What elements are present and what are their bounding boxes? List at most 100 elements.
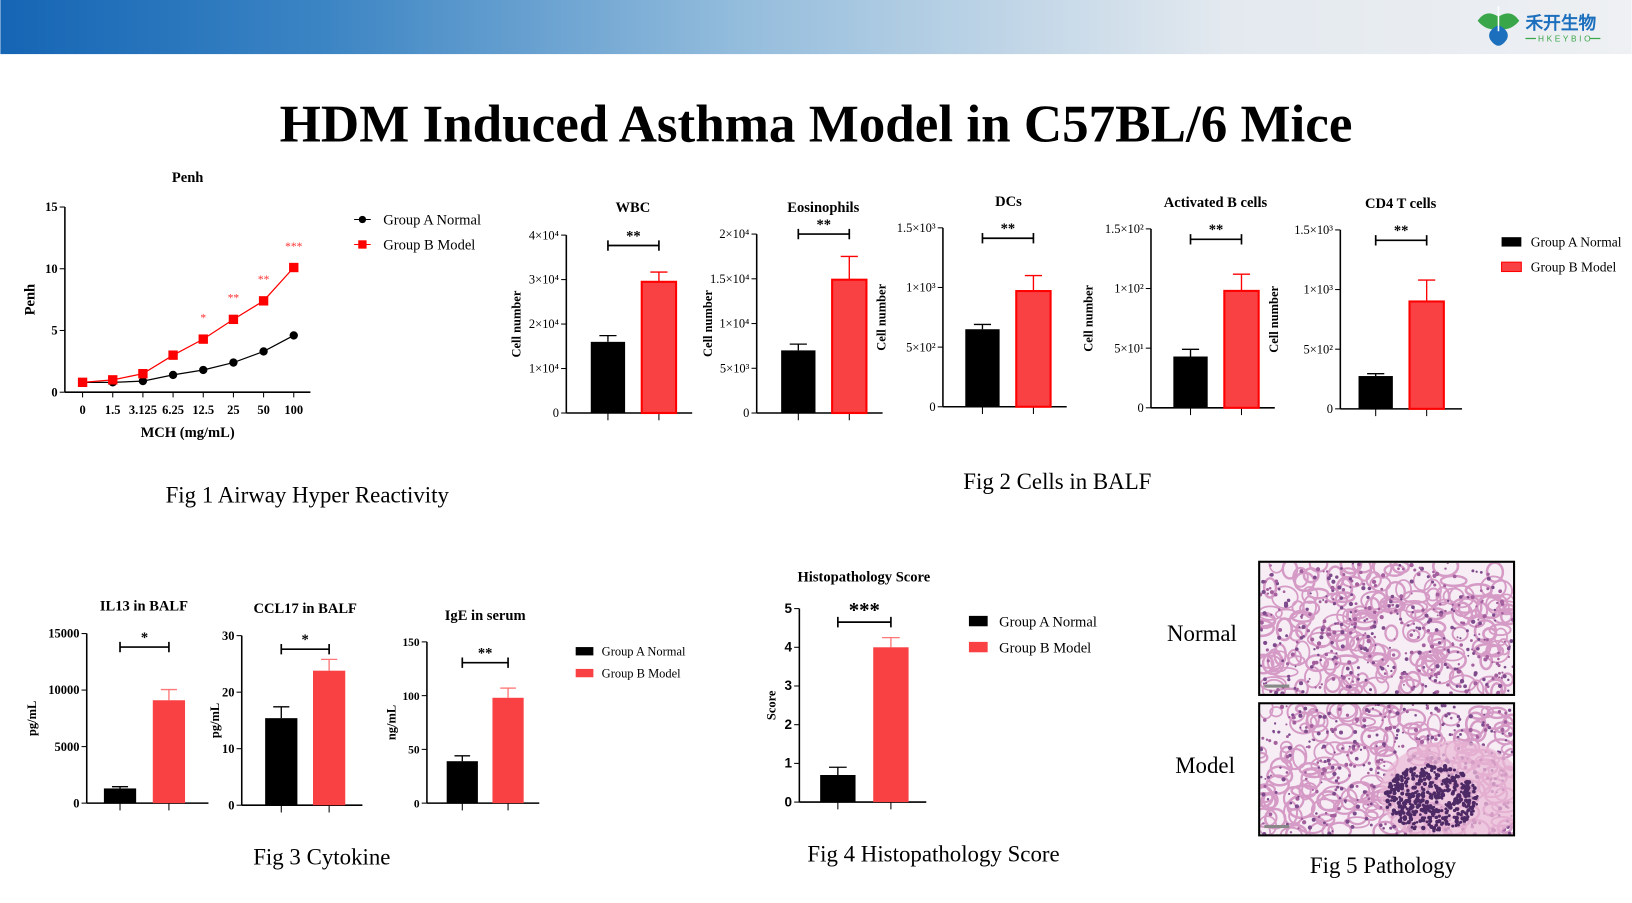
nucleus (1507, 689, 1510, 692)
significance-label: ** (817, 217, 832, 233)
fig4-caption: Fig 4 Histopathology Score (807, 841, 1059, 866)
nucleus (1355, 804, 1361, 809)
bar-chart-activated-b-cells: Activated B cells 0 5×10¹ 1×10² 1.5×10² Cell … (1082, 195, 1275, 416)
nucleus (1313, 648, 1316, 651)
bar-normal (590, 341, 626, 414)
nucleus (1430, 669, 1433, 672)
inflammatory-cell (1400, 797, 1404, 801)
nucleus (1475, 605, 1478, 608)
nucleus (1322, 821, 1326, 825)
nucleus (1339, 622, 1344, 627)
inflammatory-cell (1448, 780, 1452, 785)
nucleus (1355, 637, 1360, 641)
nucleus (1367, 586, 1372, 591)
legend-marker-normal (358, 215, 367, 224)
alveolus (1497, 593, 1514, 614)
inflammatory-cell (1454, 824, 1458, 828)
nucleus (1279, 704, 1285, 710)
nucleus (1324, 600, 1328, 604)
nucleus (1451, 642, 1454, 645)
nucleus (1265, 738, 1269, 741)
nucleus (1308, 612, 1312, 616)
nucleus (1327, 762, 1331, 766)
inflammatory-cell (1456, 793, 1461, 798)
nucleus (1269, 572, 1274, 577)
inflammatory-cell (1389, 799, 1393, 802)
significance-bracket (837, 616, 892, 628)
nucleus (1417, 650, 1422, 655)
nucleus (1322, 598, 1325, 601)
nucleus (1285, 771, 1289, 774)
nucleus (1337, 585, 1342, 590)
nucleus (1357, 562, 1361, 567)
nucleus (1324, 811, 1328, 815)
significance-bracket (797, 228, 851, 240)
nucleus (1410, 592, 1413, 595)
inflammatory-cell (1440, 797, 1444, 800)
nucleus (1392, 725, 1397, 730)
y-tick-label: 0 (228, 798, 234, 812)
bar-normal (820, 774, 856, 803)
inflammatory-cell (1444, 819, 1448, 823)
inflammatory-cell (1452, 768, 1456, 772)
nucleus (1355, 720, 1359, 723)
nucleus (1394, 736, 1399, 740)
alveolus (1341, 575, 1364, 588)
alveolus (1329, 704, 1357, 720)
nucleus (1345, 684, 1349, 688)
data-point (138, 376, 148, 386)
y-tick-label: 0 (743, 406, 749, 420)
nucleus (1310, 637, 1315, 642)
nucleus (1375, 733, 1379, 737)
inflammatory-cell (1447, 814, 1451, 818)
inflammatory-cell (1430, 796, 1434, 800)
nucleus (1483, 638, 1486, 641)
alveolus (1326, 704, 1343, 720)
nucleus (1333, 727, 1337, 732)
nucleus (1262, 831, 1267, 835)
nucleus (1369, 823, 1373, 827)
nucleus (1483, 657, 1488, 662)
nucleus (1318, 714, 1323, 719)
alveolus (1293, 571, 1316, 593)
legend-label-normal: Group A Normal (1531, 235, 1622, 250)
nucleus (1367, 761, 1371, 765)
series-line (82, 267, 295, 383)
nucleus (1369, 688, 1372, 692)
nucleus (1269, 689, 1273, 694)
nucleus (1265, 614, 1268, 617)
y-tick-label: 10000 (48, 683, 79, 697)
nucleus (1480, 600, 1483, 604)
inflammatory-cell (1427, 772, 1431, 777)
nucleus (1471, 619, 1476, 624)
bar-model (1408, 300, 1445, 410)
nucleus (1443, 648, 1446, 651)
nucleus (1503, 640, 1506, 643)
nucleus (1510, 750, 1514, 754)
nucleus (1383, 760, 1386, 763)
nucleus (1349, 611, 1353, 614)
y-axis-label: Cell number (701, 290, 715, 357)
inflammatory-cell (1413, 821, 1417, 825)
alveolus (1406, 628, 1421, 642)
inflammatory-cell (1437, 814, 1441, 818)
x-tick-label: 12.5 (192, 403, 214, 417)
nucleus (1435, 592, 1440, 597)
nucleus (1393, 750, 1397, 754)
nucleus (1436, 671, 1441, 676)
bar-normal (965, 329, 1000, 407)
alveolus (1342, 608, 1356, 625)
inflammatory-cell (1398, 795, 1401, 799)
nucleus (1442, 722, 1445, 726)
nucleus (1319, 635, 1324, 640)
nucleus (1348, 745, 1351, 748)
nucleus (1309, 724, 1314, 728)
nucleus (1367, 710, 1371, 714)
nucleus (1395, 832, 1399, 835)
inflammatory-cell (1400, 778, 1404, 783)
alveolus (1476, 675, 1504, 694)
nucleus (1372, 624, 1377, 629)
nucleus (1434, 706, 1439, 711)
y-tick-label: 1.5×10³ (897, 221, 936, 235)
inflammatory-cell (1409, 816, 1413, 821)
